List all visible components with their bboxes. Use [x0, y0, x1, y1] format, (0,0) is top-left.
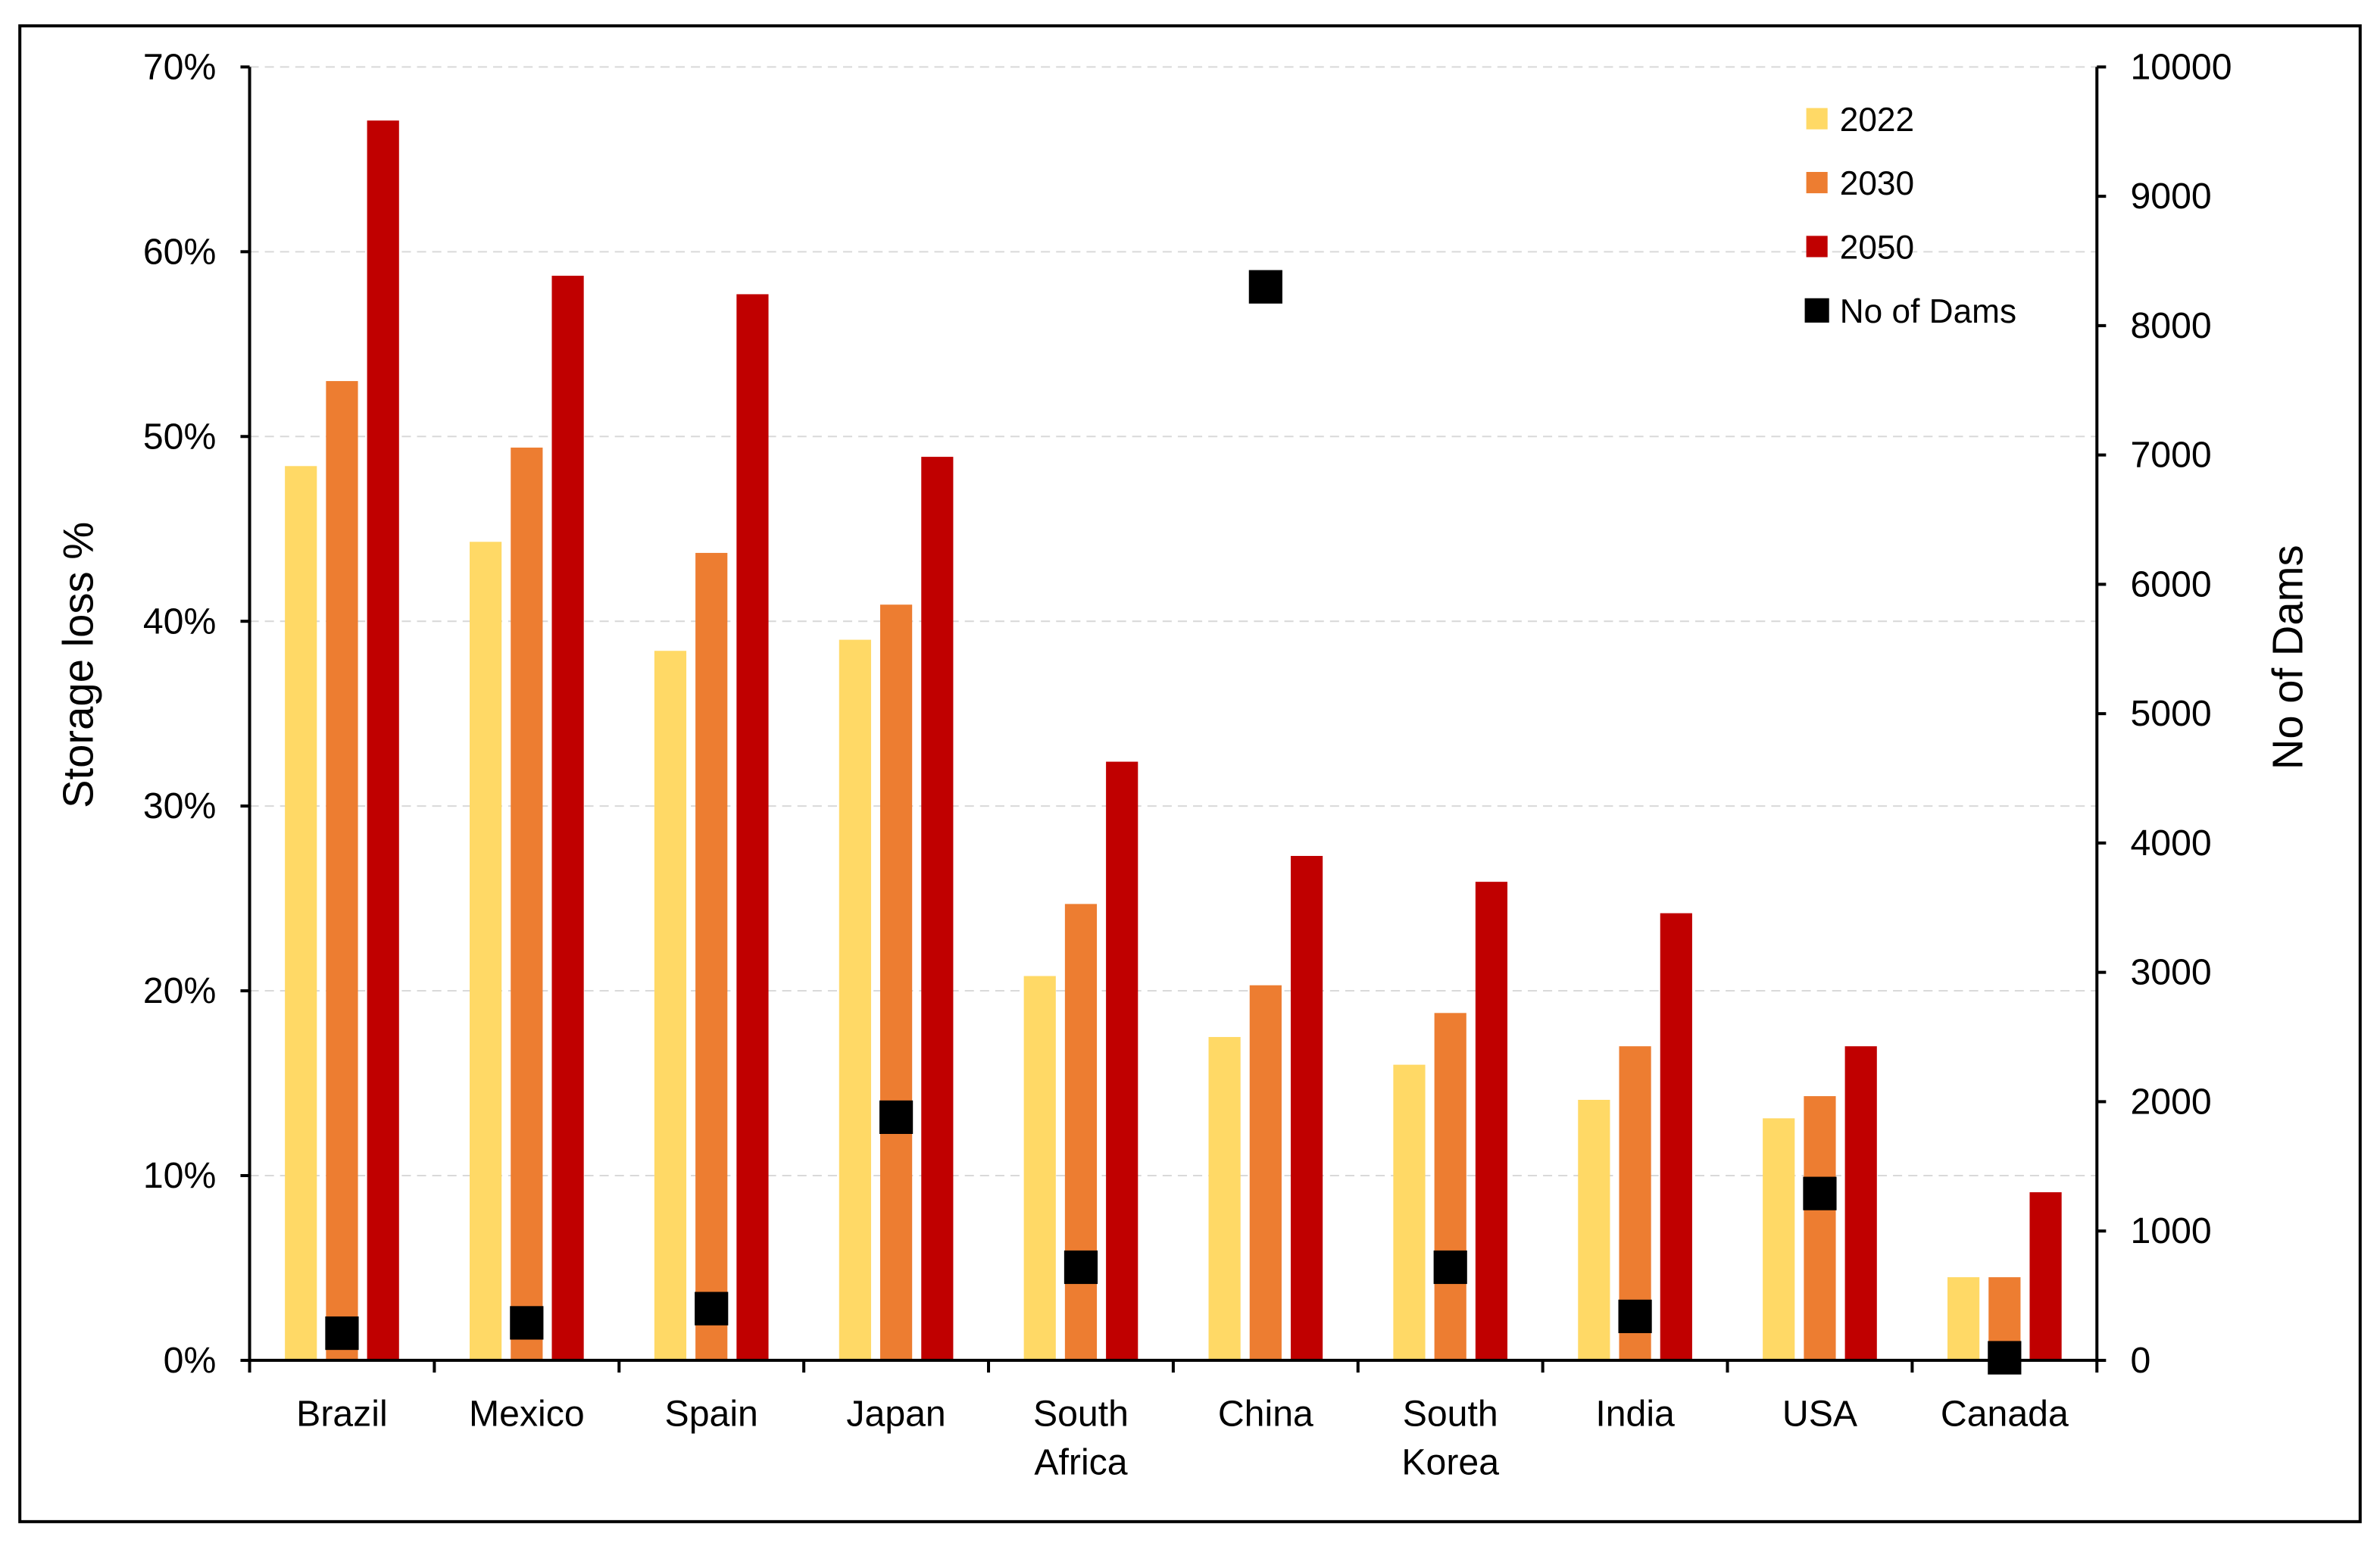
- legend-swatch-2022: [1806, 108, 1828, 130]
- y-tick-label: 70%: [143, 46, 216, 87]
- dams-marker: [325, 1316, 359, 1351]
- bar-2050: [1106, 761, 1138, 1360]
- bar-2022: [1393, 1064, 1426, 1360]
- bar-2022: [1947, 1277, 1980, 1360]
- bar-2050: [1660, 913, 1692, 1360]
- y-tick-label: 40%: [143, 601, 216, 642]
- dams-marker: [695, 1291, 729, 1326]
- x-tick-label: USA: [1782, 1393, 1858, 1434]
- y-tick-label: 60%: [143, 231, 216, 272]
- bar-2022: [1208, 1037, 1241, 1360]
- x-tick-label: Spain: [665, 1393, 758, 1434]
- legend-label: No of Dams: [1840, 293, 2016, 330]
- bar-2022: [470, 542, 502, 1360]
- bar-2030: [879, 604, 913, 1360]
- y2-tick-label: 8000: [2130, 305, 2211, 346]
- bar-2022: [839, 639, 871, 1360]
- y-tick-label: 10%: [143, 1155, 216, 1196]
- bar-2022: [1763, 1118, 1795, 1360]
- dams-marker: [1618, 1299, 1652, 1333]
- y-tick-label: 20%: [143, 970, 216, 1011]
- bar-2022: [1578, 1099, 1610, 1360]
- y2-tick-label: 3000: [2130, 952, 2211, 993]
- bar-2030: [326, 381, 358, 1360]
- y2-tick-label: 4000: [2130, 823, 2211, 864]
- bar-2050: [1290, 855, 1323, 1360]
- chart-border: [18, 24, 2362, 1523]
- legend-label: 2022: [1840, 102, 1914, 139]
- y2-tick-label: 7000: [2130, 435, 2211, 476]
- bar-2050: [1844, 1046, 1877, 1360]
- y2-tick-label: 10000: [2130, 46, 2232, 87]
- bar-2030: [1064, 904, 1098, 1360]
- bar-2030: [1249, 985, 1282, 1360]
- x-tick-label: Brazil: [296, 1393, 388, 1434]
- legend-swatch-no-of-dams: [1804, 298, 1829, 323]
- y-axis-label: Storage loss %: [55, 522, 102, 808]
- dams-marker: [1988, 1341, 2022, 1375]
- x-tick-label: Japan: [846, 1393, 945, 1434]
- x-tick-label: Canada: [1941, 1393, 2069, 1434]
- y2-tick-label: 2000: [2130, 1081, 2211, 1122]
- y2-tick-label: 6000: [2130, 564, 2211, 604]
- y2-axis-label: No of Dams: [2263, 545, 2311, 770]
- bar-2050: [367, 120, 399, 1360]
- legend-swatch-2030: [1806, 172, 1828, 194]
- y2-tick-label: 9000: [2130, 176, 2211, 217]
- legend-label: 2030: [1840, 165, 1914, 202]
- y2-tick-label: 5000: [2130, 693, 2211, 734]
- dams-marker: [1433, 1250, 1467, 1285]
- x-tick-label: South: [1403, 1393, 1498, 1434]
- x-tick-label: Korea: [1401, 1442, 1499, 1483]
- legend-label: 2050: [1840, 230, 1914, 267]
- dams-marker: [510, 1306, 544, 1340]
- bar-2022: [285, 466, 317, 1360]
- bar-2050: [551, 276, 584, 1360]
- bar-2022: [654, 651, 687, 1360]
- bar-2030: [511, 447, 543, 1360]
- x-tick-label: Mexico: [469, 1393, 585, 1434]
- bar-2050: [736, 294, 769, 1360]
- dams-marker: [1064, 1250, 1098, 1285]
- dams-marker: [1803, 1176, 1837, 1210]
- y-tick-label: 30%: [143, 785, 216, 826]
- x-tick-label: South: [1033, 1393, 1129, 1434]
- legend: 2022 2030 2050 No of Dams: [1804, 102, 2016, 330]
- bar-2030: [1434, 1013, 1466, 1360]
- x-tick-label: China: [1218, 1393, 1313, 1434]
- bar-2050: [1475, 882, 1508, 1360]
- bar-2030: [1804, 1096, 1836, 1360]
- x-tick-label: India: [1595, 1393, 1675, 1434]
- dams-marker: [879, 1100, 914, 1135]
- y-tick-label: 0%: [164, 1340, 217, 1381]
- bar-2050: [921, 457, 954, 1360]
- y-tick-label: 50%: [143, 416, 216, 457]
- y2-tick-label: 1000: [2130, 1210, 2211, 1251]
- legend-swatch-2050: [1806, 236, 1828, 258]
- y2-tick-label: 0: [2130, 1340, 2150, 1381]
- bar-2050: [2029, 1192, 2062, 1360]
- x-tick-label: Africa: [1034, 1442, 1127, 1483]
- dams-marker: [1248, 270, 1282, 304]
- bar-2030: [695, 552, 728, 1360]
- bar-2022: [1023, 976, 1056, 1360]
